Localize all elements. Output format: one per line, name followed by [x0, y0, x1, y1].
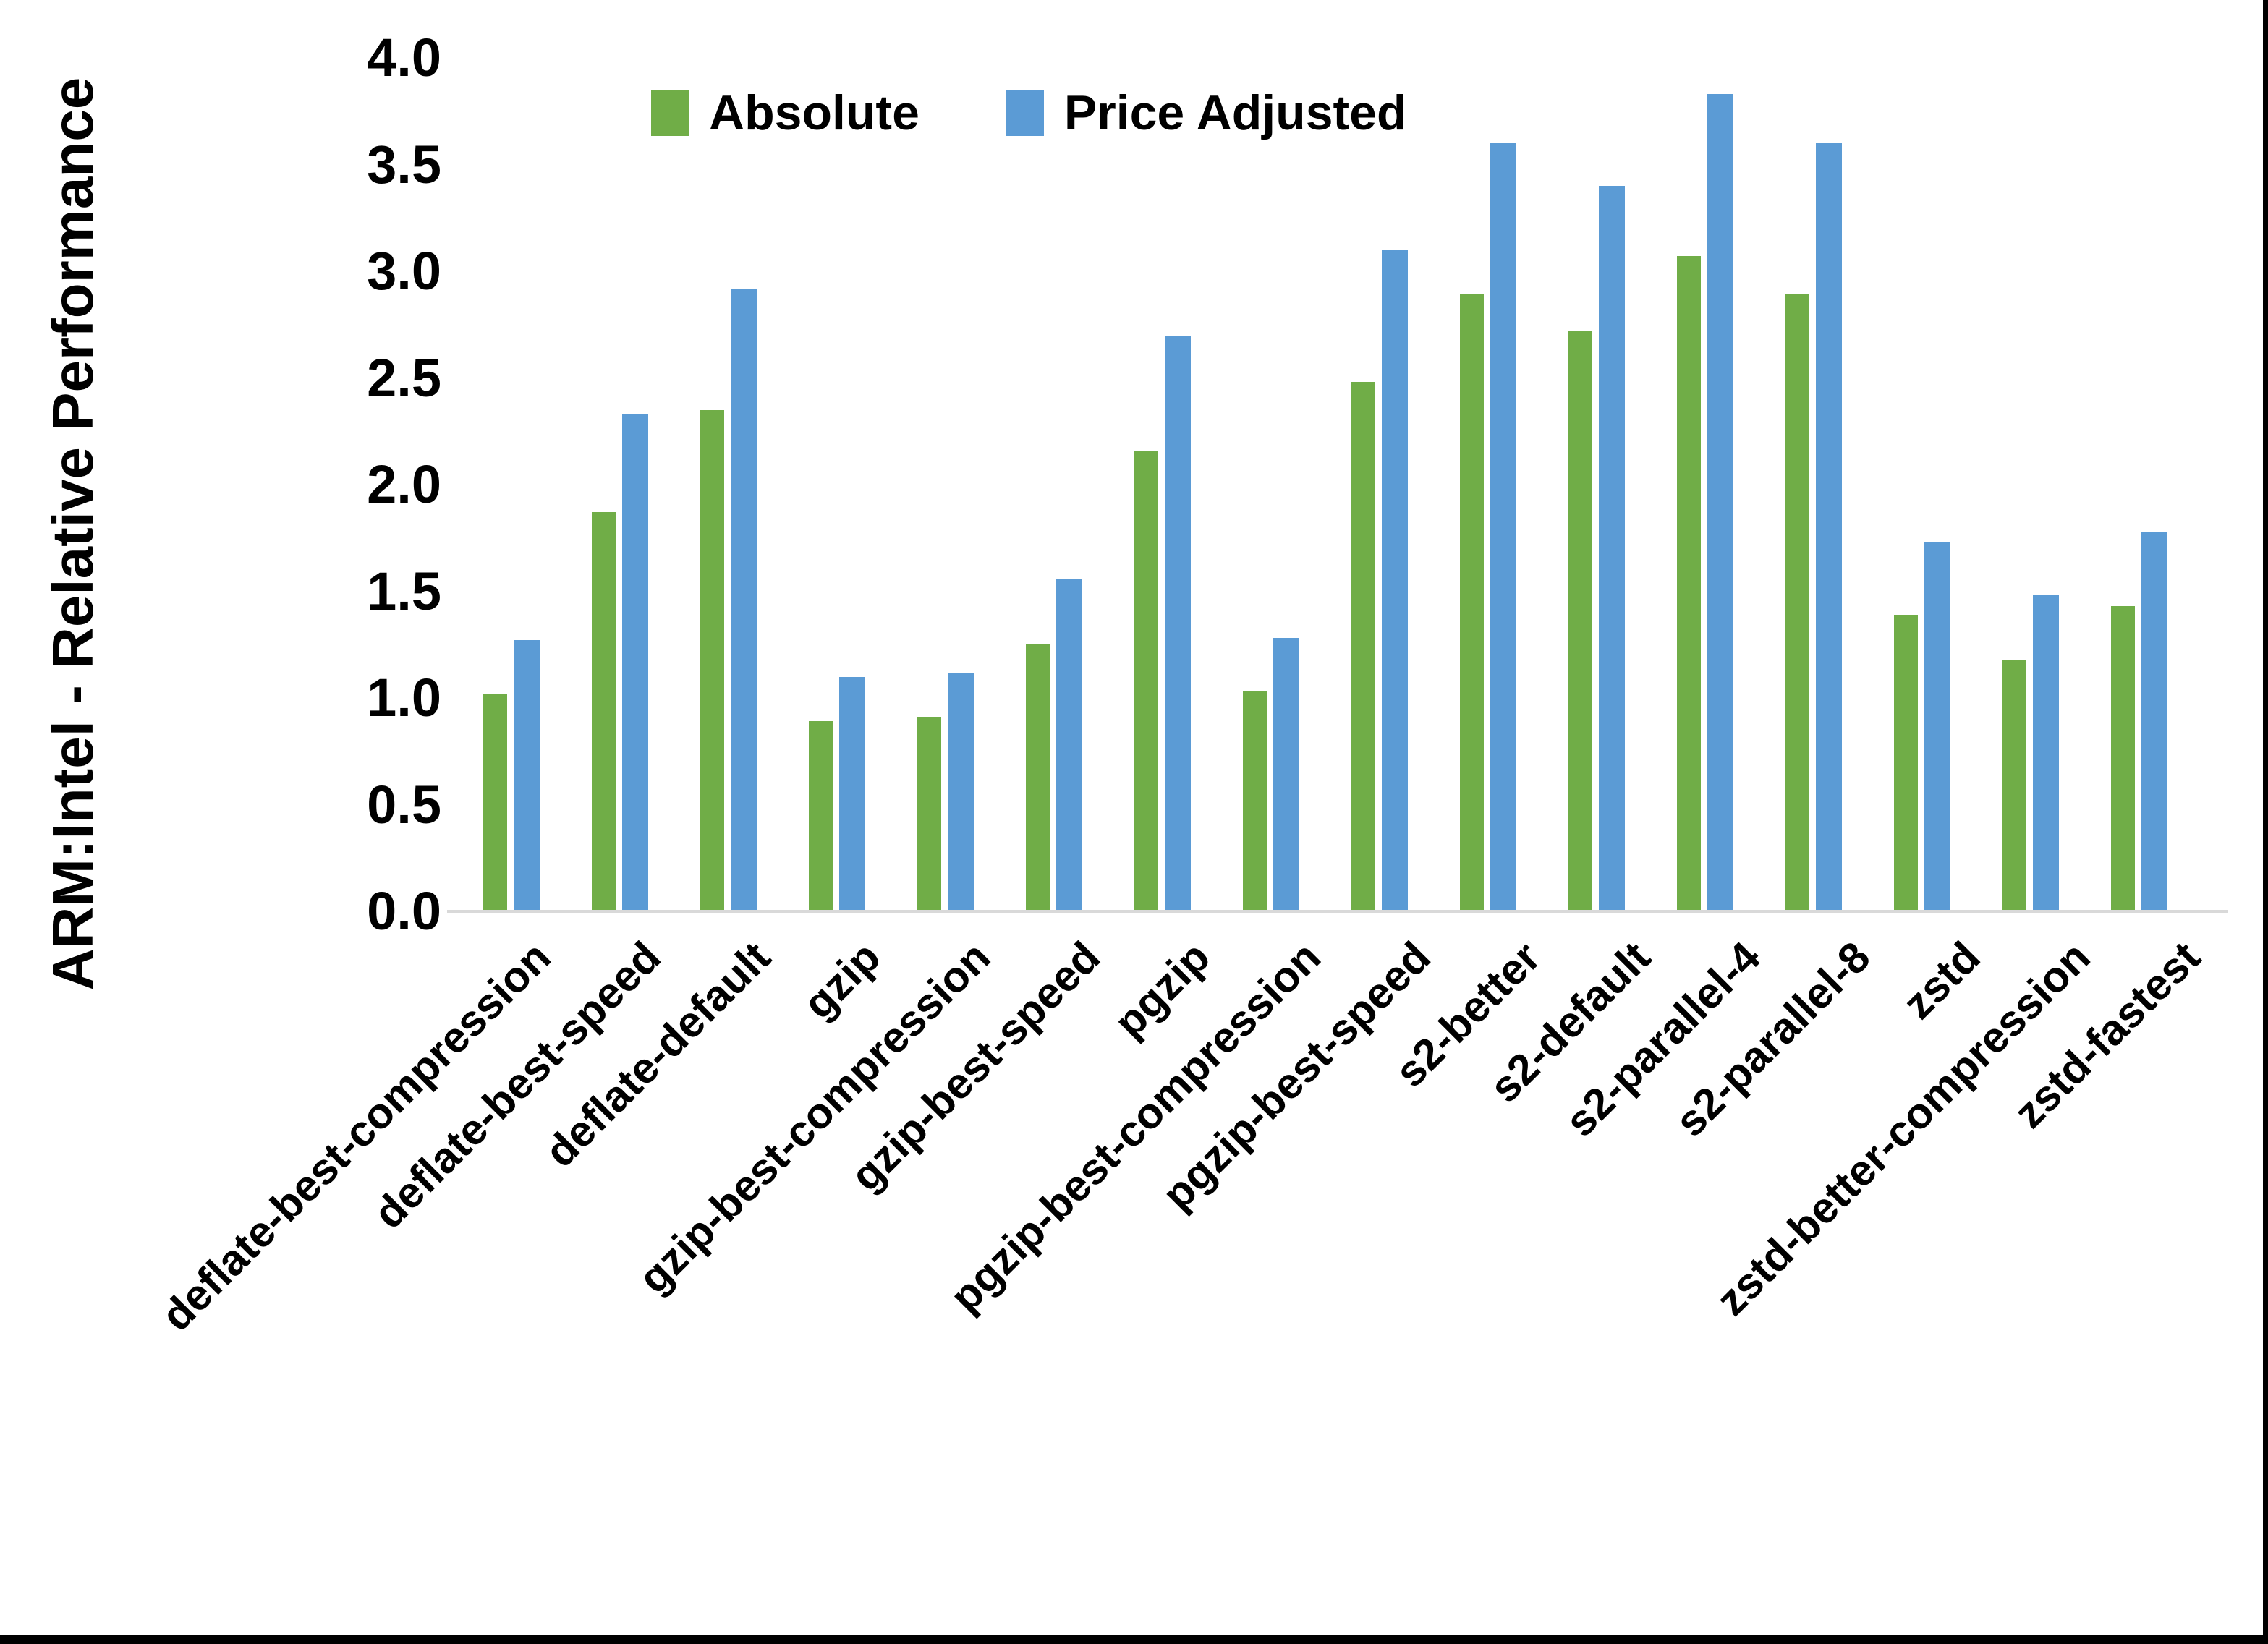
bar-price-adjusted-pgzip-best-compression [1273, 638, 1299, 911]
bar-group-zstd-better-compression [2002, 595, 2059, 911]
legend: Absolute Price Adjusted [651, 88, 1407, 137]
bar-absolute-zstd [1894, 614, 1918, 911]
bar-price-adjusted-deflate-best-speed [622, 414, 648, 911]
right-border [2263, 0, 2268, 1644]
y-tick-label-3.0: 3.0 [367, 241, 441, 301]
plot-area [449, 58, 2228, 911]
bar-absolute-gzip-best-speed [1026, 644, 1050, 911]
bar-absolute-deflate-best-speed [592, 512, 616, 911]
bar-group-pgzip-best-compression [1243, 638, 1299, 911]
y-tick-label-1.0: 1.0 [367, 668, 441, 728]
bar-group-gzip-best-compression [917, 672, 974, 911]
bar-price-adjusted-deflate-best-compression [514, 640, 540, 911]
bar-price-adjusted-zstd-better-compression [2033, 595, 2059, 911]
bar-price-adjusted-pgzip-best-speed [1382, 250, 1408, 911]
y-tick-label-2.5: 2.5 [367, 347, 441, 408]
legend-swatch-price-adjusted [1006, 90, 1044, 136]
legend-item-absolute: Absolute [651, 88, 919, 137]
bar-absolute-deflate-best-compression [483, 694, 507, 911]
y-tick-label-0.5: 0.5 [367, 774, 441, 835]
bar-group-pgzip-best-speed [1351, 250, 1408, 911]
legend-label-absolute: Absolute [709, 85, 919, 140]
legend-item-price-adjusted: Price Adjusted [1006, 88, 1407, 137]
bar-price-adjusted-deflate-default [731, 288, 757, 911]
y-tick-label-4.0: 4.0 [367, 27, 441, 88]
bar-absolute-gzip [809, 721, 833, 911]
bar-absolute-zstd-fastest [2111, 606, 2135, 911]
bar-price-adjusted-s2-default [1599, 186, 1625, 911]
bar-group-s2-parallel-8 [1785, 143, 1842, 911]
bar-group-gzip [809, 676, 865, 911]
bar-price-adjusted-pgzip [1165, 335, 1191, 911]
bar-group-s2-parallel-4 [1677, 94, 1733, 911]
y-tick-label-3.5: 3.5 [367, 134, 441, 195]
bar-price-adjusted-gzip-best-compression [948, 672, 974, 911]
y-axis-title: ARM:Intel - Relative Performance [41, 77, 105, 991]
bar-absolute-s2-parallel-8 [1785, 294, 1809, 911]
bar-absolute-s2-default [1568, 331, 1592, 911]
bar-group-gzip-best-speed [1026, 578, 1082, 911]
bar-group-deflate-best-speed [592, 414, 648, 911]
y-tick-label-2.0: 2.0 [367, 454, 441, 514]
bar-group-s2-better [1460, 143, 1516, 911]
y-tick-label-1.5: 1.5 [367, 561, 441, 621]
bar-group-s2-default [1568, 186, 1625, 911]
category-label-zstd: zstd [1893, 932, 1989, 1028]
category-label-s2-parallel-4: s2-parallel-4 [1555, 932, 1770, 1146]
bar-price-adjusted-s2-better [1490, 143, 1516, 911]
bar-price-adjusted-zstd-fastest [2141, 531, 2167, 911]
bar-absolute-pgzip-best-speed [1351, 382, 1375, 911]
bar-price-adjusted-s2-parallel-4 [1707, 94, 1733, 911]
bar-price-adjusted-gzip-best-speed [1056, 578, 1082, 911]
bar-group-pgzip [1134, 335, 1191, 911]
bar-absolute-pgzip [1134, 450, 1158, 911]
bar-price-adjusted-s2-parallel-8 [1816, 143, 1842, 911]
y-tick-label-0.0: 0.0 [367, 881, 441, 941]
legend-label-price-adjusted: Price Adjusted [1063, 85, 1407, 140]
legend-swatch-absolute [651, 90, 689, 136]
bar-price-adjusted-zstd [1924, 542, 1950, 911]
bar-absolute-deflate-default [700, 409, 724, 911]
bar-group-zstd [1894, 542, 1950, 911]
x-axis-line [447, 910, 2228, 913]
bar-group-deflate-best-compression [483, 640, 540, 911]
bar-absolute-pgzip-best-compression [1243, 691, 1267, 911]
bar-group-deflate-default [700, 288, 757, 911]
bottom-border [0, 1635, 2268, 1644]
category-label-s2-parallel-8: s2-parallel-8 [1665, 932, 1880, 1146]
bar-absolute-s2-better [1460, 294, 1484, 911]
bar-group-zstd-fastest [2111, 531, 2167, 911]
bar-absolute-zstd-better-compression [2002, 659, 2026, 911]
category-label-gzip: gzip [794, 932, 890, 1028]
bar-absolute-s2-parallel-4 [1677, 256, 1701, 911]
bar-absolute-gzip-best-compression [917, 717, 941, 911]
bar-price-adjusted-gzip [839, 676, 865, 911]
